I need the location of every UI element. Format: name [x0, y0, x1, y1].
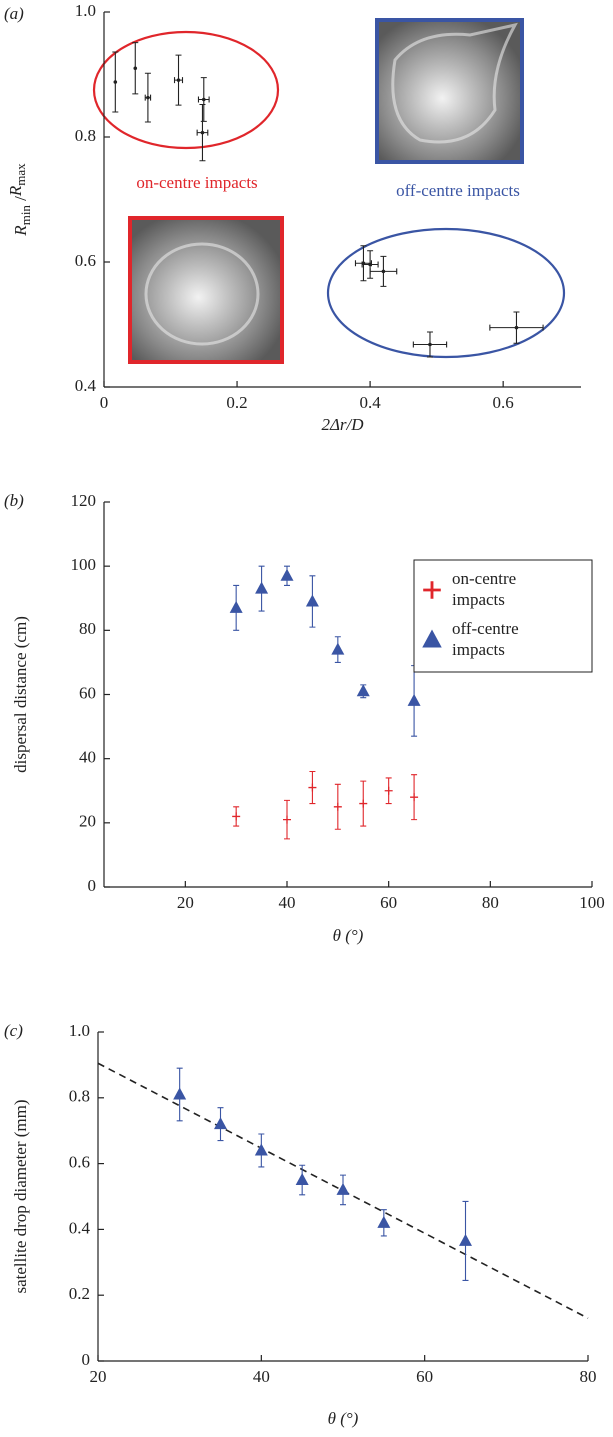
x-tick-label: 0.4 [359, 393, 381, 412]
y-axis-label-part: max [13, 163, 28, 186]
triangle-marker [173, 1087, 187, 1100]
dot-marker [113, 80, 118, 84]
triangle-marker [305, 594, 319, 607]
legend-label: off-centre impacts [452, 619, 519, 659]
y-tick-label: 40 [79, 748, 96, 767]
plus-marker [359, 799, 368, 808]
y-tick-label: 80 [79, 619, 96, 638]
dot-marker [176, 78, 181, 82]
group-ellipse [92, 30, 280, 150]
y-tick-label: 60 [79, 683, 96, 702]
y-tick-label: 120 [71, 491, 97, 510]
y-tick-label: 0.2 [69, 1284, 90, 1303]
dot-marker [514, 325, 519, 330]
x-tick-label: 20 [177, 893, 194, 912]
dot-marker [146, 95, 150, 100]
y-tick-label: 1.0 [75, 1, 96, 20]
x-axis-label: θ (°) [328, 1409, 359, 1428]
plus-marker [384, 786, 393, 795]
dot-marker [201, 97, 206, 102]
x-tick-label: 80 [482, 893, 499, 912]
triangle-marker [331, 642, 345, 655]
plus-marker [283, 815, 291, 824]
legend-entry: off-centre impacts [452, 619, 519, 659]
y-tick-label: 0.8 [75, 126, 96, 145]
y-tick-label: 0.6 [69, 1153, 90, 1172]
dot-marker [200, 130, 205, 135]
triangle-marker [356, 684, 370, 697]
x-axis-label: 2Δr/D [321, 415, 364, 434]
y-axis-label-part: R [11, 225, 30, 237]
panel-label: (a) [4, 4, 24, 23]
y-axis-label: satellite drop diameter (mm) [11, 1099, 30, 1293]
y-axis-label-part: min [18, 205, 33, 226]
y-tick-label: 0.4 [69, 1218, 91, 1237]
y-axis-label-part: / [11, 196, 30, 205]
y-tick-label: 20 [79, 812, 96, 831]
y-tick-label: 1.0 [69, 1021, 90, 1040]
dot-marker [381, 269, 386, 274]
plus-marker [232, 812, 241, 821]
triangle-marker [295, 1173, 309, 1186]
triangle-marker [280, 568, 294, 581]
x-tick-label: 100 [579, 893, 605, 912]
photo-off-centre [375, 18, 524, 164]
triangle-marker [407, 693, 421, 706]
annotation: on-centre impacts [136, 173, 257, 192]
triangle-marker [255, 581, 269, 594]
group-ellipse [326, 227, 566, 359]
x-tick-label: 40 [279, 893, 296, 912]
y-tick-label: 0 [88, 876, 97, 895]
dot-marker [368, 262, 372, 267]
y-axis-label: Rmin /Rmax [6, 163, 33, 237]
x-tick-label: 80 [580, 1367, 597, 1386]
x-tick-label: 60 [416, 1367, 433, 1386]
x-tick-label: 40 [253, 1367, 270, 1386]
legend-box [413, 559, 593, 673]
dot-marker [133, 66, 138, 71]
triangle-marker [254, 1143, 268, 1156]
y-tick-label: 0 [82, 1350, 91, 1369]
x-tick-label: 0 [100, 393, 109, 412]
plus-marker [410, 793, 419, 802]
legend-entry: on-centre impacts [452, 569, 517, 609]
y-tick-label: 0.6 [75, 251, 96, 270]
triangle-marker [336, 1182, 350, 1195]
panel-label: (c) [4, 1021, 23, 1040]
y-tick-label: 0.8 [69, 1087, 90, 1106]
triangle-marker [377, 1215, 391, 1228]
y-axis-label-part: R [6, 185, 25, 197]
legend-marker [422, 629, 442, 648]
triangle-marker [459, 1233, 472, 1246]
x-tick-label: 60 [380, 893, 397, 912]
plus-marker [333, 802, 342, 811]
x-axis-label: θ (°) [333, 926, 364, 945]
y-tick-label: 0.4 [75, 376, 97, 395]
legend-marker [423, 581, 441, 599]
photo-splash [391, 22, 518, 144]
legend-label: on-centre impacts [452, 569, 517, 609]
dot-marker [428, 342, 432, 347]
x-tick-label: 0.2 [226, 393, 247, 412]
triangle-marker [214, 1117, 227, 1130]
photo-splash [144, 242, 260, 346]
x-tick-label: 20 [90, 1367, 107, 1386]
triangle-marker [229, 600, 243, 613]
y-tick-label: 100 [71, 555, 97, 574]
annotation: off-centre impacts [396, 181, 520, 200]
panel-label: (b) [4, 491, 24, 510]
y-axis-label: dispersal distance (cm) [11, 616, 30, 773]
plus-marker [308, 783, 317, 792]
x-tick-label: 0.6 [493, 393, 514, 412]
